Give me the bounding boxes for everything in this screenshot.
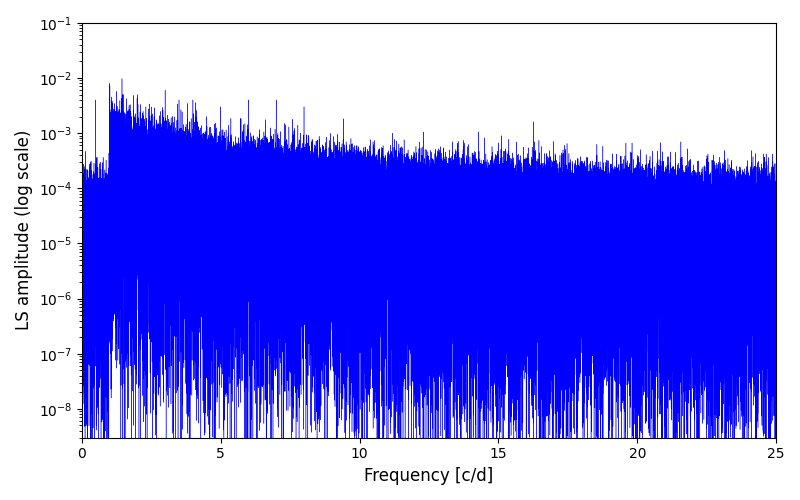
X-axis label: Frequency [c/d]: Frequency [c/d] bbox=[364, 467, 494, 485]
Y-axis label: LS amplitude (log scale): LS amplitude (log scale) bbox=[15, 130, 33, 330]
